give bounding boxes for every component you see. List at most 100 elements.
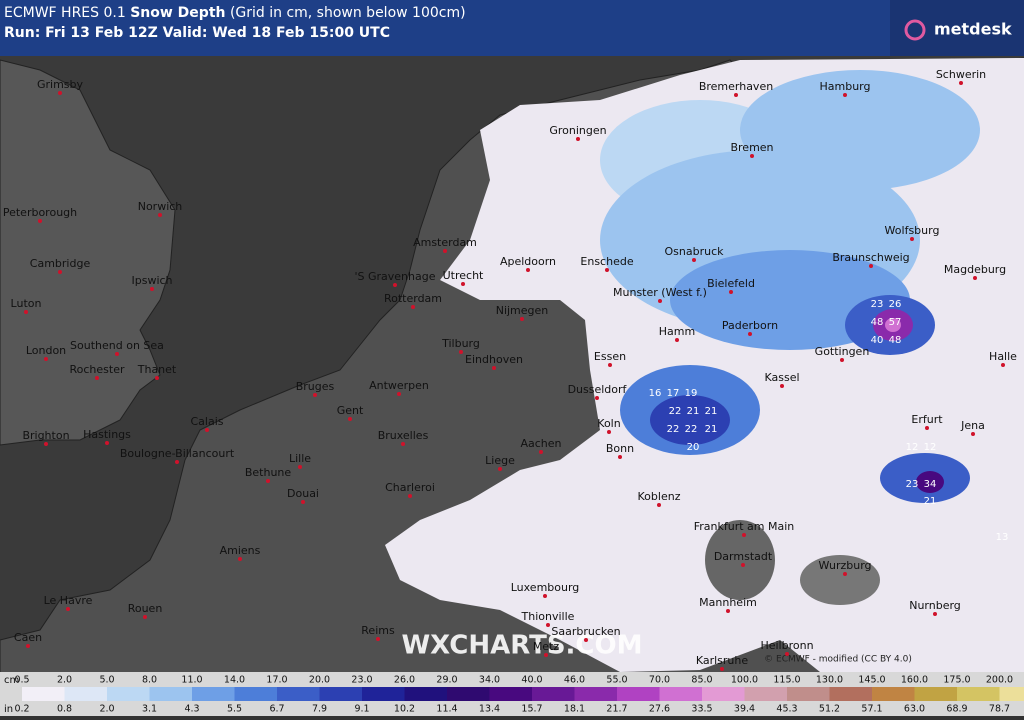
city-label: Bremerhaven: [699, 80, 773, 93]
legend-cm-label: 5.0: [99, 675, 114, 686]
city-dot: [411, 305, 415, 309]
legend-cm-label: 55.0: [606, 675, 627, 686]
city-dot: [605, 268, 609, 272]
city-dot: [657, 503, 661, 507]
city-dot: [150, 287, 154, 291]
city-label: Nijmegen: [496, 304, 549, 317]
legend-in-label: 21.7: [606, 704, 627, 715]
city-dot: [607, 430, 611, 434]
city-label: Dusseldorf: [568, 383, 628, 396]
grid-value: 21: [705, 406, 718, 417]
logo: metdesk: [934, 20, 1012, 39]
legend-in-label: 51.2: [819, 704, 840, 715]
legend-cm-label: 8.0: [142, 675, 157, 686]
city-label: Bremen: [730, 141, 773, 154]
city-dot: [348, 417, 352, 421]
city-dot: [175, 460, 179, 464]
legend-in-label: 4.3: [184, 704, 199, 715]
city-label: Kassel: [764, 371, 799, 384]
city-label: Southend on Sea: [70, 339, 164, 352]
city-dot: [785, 652, 789, 656]
city-label: Le Havre: [44, 594, 93, 607]
city-dot: [238, 557, 242, 561]
legend-swatch: [617, 687, 660, 701]
city-dot: [143, 615, 147, 619]
city-dot: [869, 264, 873, 268]
city-label: Schwerin: [936, 68, 986, 81]
city-dot: [595, 396, 599, 400]
city-label: Wurzburg: [818, 559, 871, 572]
legend-in-label: 10.2: [394, 704, 415, 715]
snow-blue: [650, 395, 730, 445]
legend-in-label: 39.4: [734, 704, 755, 715]
city-dot: [393, 283, 397, 287]
legend-cm-label: 29.0: [436, 675, 457, 686]
legend-cm-label: 160.0: [901, 675, 928, 686]
city-dot: [543, 594, 547, 598]
city-dot: [675, 338, 679, 342]
city-dot: [1001, 363, 1005, 367]
city-dot: [576, 137, 580, 141]
city-dot: [443, 249, 447, 253]
legend-cm-label: 40.0: [521, 675, 542, 686]
city-label: Osnabruck: [665, 245, 725, 258]
city-label: Essen: [594, 350, 626, 363]
legend-swatch: [277, 687, 320, 701]
grid-value: 17: [667, 388, 680, 399]
grid-value: 20: [687, 442, 700, 453]
city-label: Enschede: [580, 255, 633, 268]
city-dot: [750, 154, 754, 158]
city-dot: [44, 442, 48, 446]
city-label: Frankfurt am Main: [694, 520, 795, 533]
city-label: Erfurt: [911, 413, 943, 426]
city-label: Amsterdam: [413, 236, 477, 249]
city-dot: [38, 219, 42, 223]
city-dot: [461, 282, 465, 286]
city-label: Bruxelles: [378, 429, 429, 442]
city-label: 'S Gravenhage: [354, 270, 435, 283]
legend-cm-label: 46.0: [564, 675, 585, 686]
city-label: Heilbronn: [760, 639, 813, 652]
city-label: Braunschweig: [832, 251, 909, 264]
city-label: Utrecht: [443, 269, 484, 282]
city-label: Gent: [337, 404, 364, 417]
city-label: Rochester: [70, 363, 125, 376]
city-dot: [608, 363, 612, 367]
city-label: Wolfsburg: [885, 224, 940, 237]
legend-swatch: [490, 687, 533, 701]
legend-swatch: [362, 687, 405, 701]
grid-value: 23: [906, 479, 919, 490]
city-dot: [205, 428, 209, 432]
city-label: Darmstadt: [714, 550, 773, 563]
header-title: ECMWF HRES 0.1 Snow Depth (Grid in cm, s…: [4, 5, 466, 21]
legend-swatch: [405, 687, 448, 701]
city-label: Gottingen: [815, 345, 870, 358]
city-label: Brighton: [22, 429, 69, 442]
legend-swatch: [447, 687, 490, 701]
city-dot: [158, 213, 162, 217]
city-label: Tilburg: [441, 337, 480, 350]
legend-swatch: [575, 687, 618, 701]
legend-cm-label: 85.0: [691, 675, 712, 686]
city-dot: [734, 93, 738, 97]
city-dot: [44, 357, 48, 361]
grid-value: 34: [924, 479, 937, 490]
city-dot: [526, 268, 530, 272]
city-label: Koblenz: [638, 490, 681, 503]
city-label: Saarbrucken: [551, 625, 620, 638]
legend-swatch: [1000, 687, 1024, 701]
legend-swatch: [957, 687, 1000, 701]
legend-in-label: 3.1: [142, 704, 157, 715]
legend-cm-label: 20.0: [309, 675, 330, 686]
city-label: Douai: [287, 487, 319, 500]
city-label: Thionville: [521, 610, 575, 623]
city-dot: [840, 358, 844, 362]
legend-cm-label: 70.0: [649, 675, 670, 686]
city-label: Lille: [289, 452, 311, 465]
legend-cm-label: 200.0: [986, 675, 1013, 686]
grid-value: 22: [685, 424, 698, 435]
city-label: Liege: [485, 454, 515, 467]
grid-value: 22: [667, 424, 680, 435]
legend-cm-label: 0.5: [14, 675, 29, 686]
city-dot: [58, 91, 62, 95]
